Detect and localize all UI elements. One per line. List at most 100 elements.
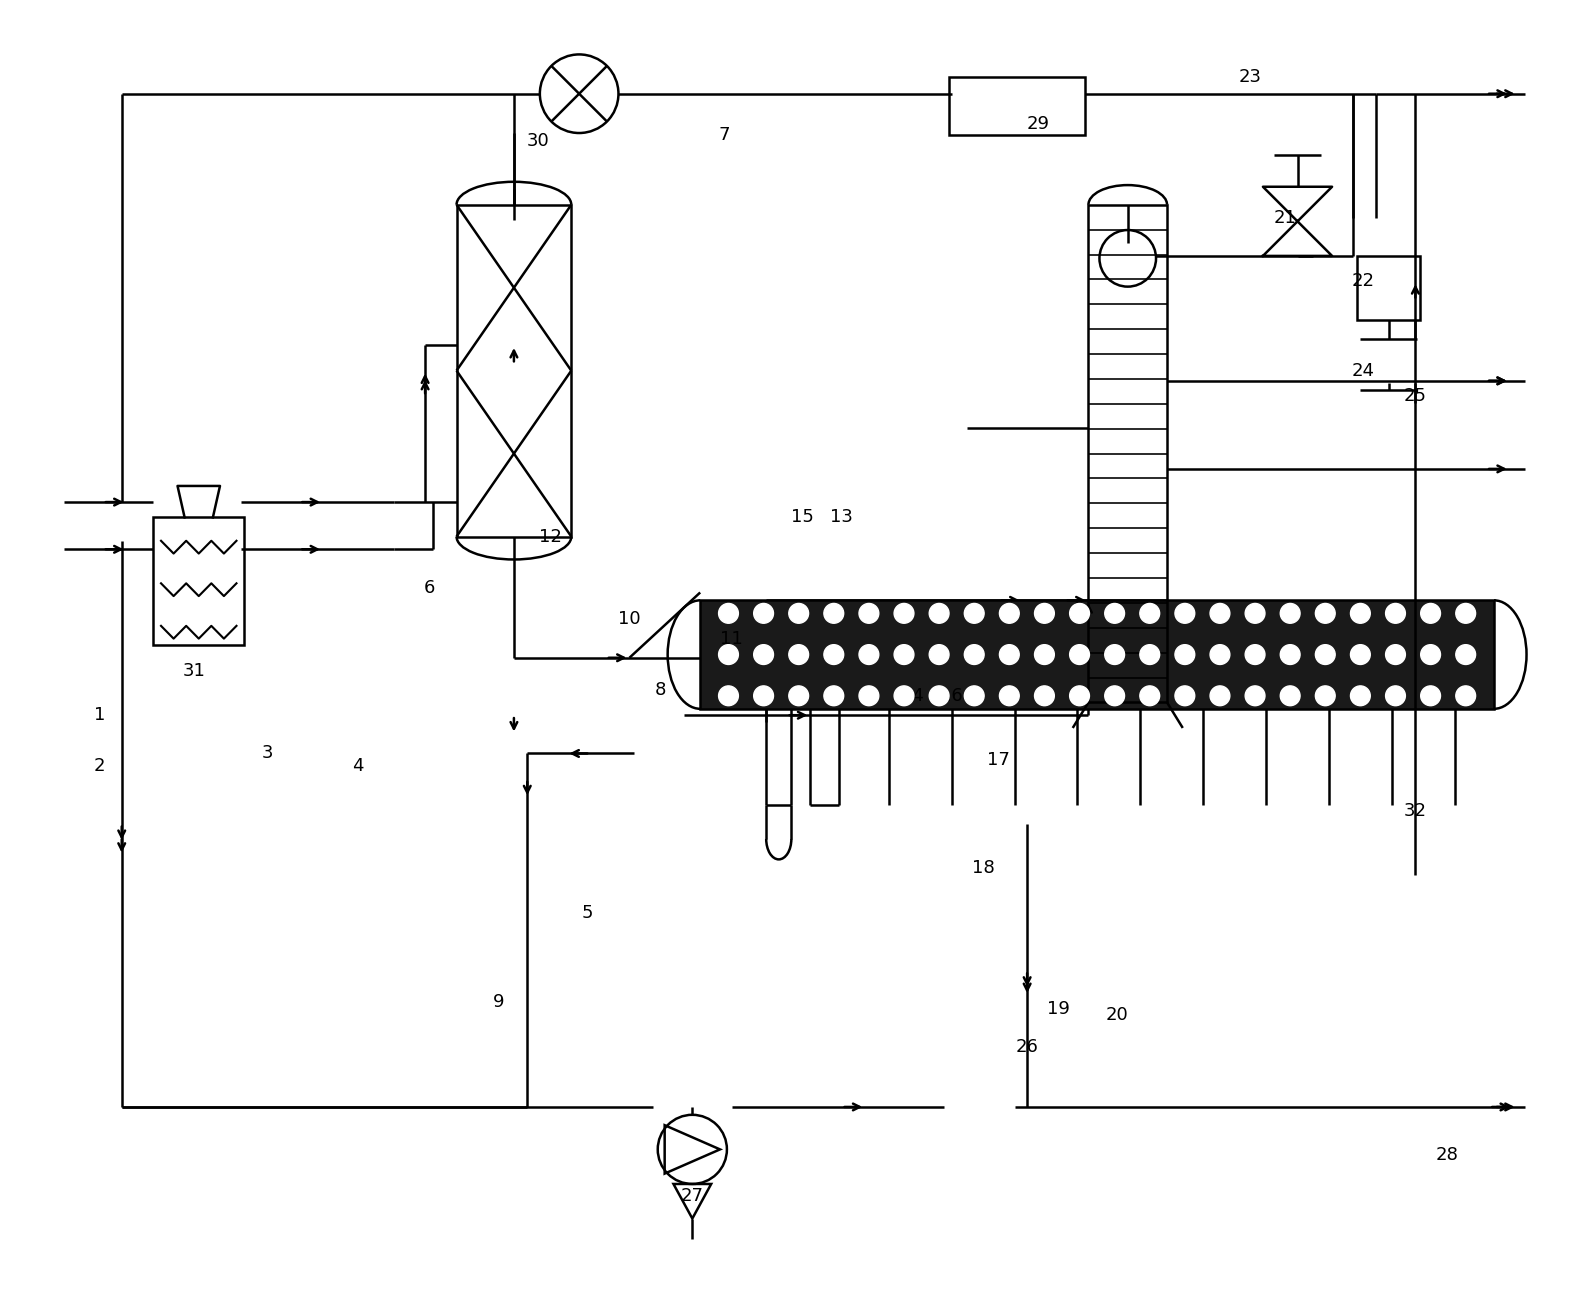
Circle shape [1034,645,1055,664]
Text: 4: 4 [351,757,364,775]
Text: 15: 15 [791,508,814,526]
Circle shape [1211,686,1230,706]
Circle shape [1281,686,1300,706]
Circle shape [718,604,739,623]
Circle shape [1211,645,1230,664]
Circle shape [1316,686,1335,706]
Text: 27: 27 [680,1187,704,1205]
Circle shape [965,604,984,623]
Circle shape [1421,604,1441,623]
Circle shape [895,604,914,623]
Circle shape [1069,604,1090,623]
Circle shape [825,645,844,664]
Text: 20: 20 [1106,1006,1128,1024]
Circle shape [1139,686,1160,706]
Circle shape [825,604,844,623]
Circle shape [753,645,774,664]
Text: 2: 2 [94,757,105,775]
Text: 30: 30 [528,132,550,150]
Text: 17: 17 [987,751,1011,769]
Text: 10: 10 [618,610,640,628]
Circle shape [999,645,1019,664]
Bar [701,600,1494,708]
Text: 5: 5 [582,904,593,922]
Circle shape [1104,604,1125,623]
Text: 9: 9 [493,993,505,1011]
Text: 6: 6 [424,579,435,596]
Circle shape [999,604,1019,623]
Circle shape [1281,645,1300,664]
Circle shape [930,686,949,706]
Text: 8: 8 [655,681,666,699]
Circle shape [1386,686,1405,706]
Circle shape [1456,604,1476,623]
Circle shape [788,645,809,664]
Text: 23: 23 [1239,68,1262,86]
Circle shape [1246,604,1265,623]
Circle shape [860,604,879,623]
Text: 25: 25 [1405,387,1427,405]
Circle shape [895,686,914,706]
Circle shape [1104,686,1125,706]
Circle shape [1139,604,1160,623]
Circle shape [1034,604,1055,623]
Circle shape [788,686,809,706]
Circle shape [1174,686,1195,706]
Text: 29: 29 [1026,115,1050,133]
Circle shape [1316,604,1335,623]
Text: 13: 13 [829,508,853,526]
Circle shape [1386,645,1405,664]
Circle shape [1246,645,1265,664]
Text: 3: 3 [262,744,273,762]
Text: 11: 11 [720,630,744,648]
Circle shape [1351,686,1370,706]
Text: 12: 12 [539,528,563,546]
Text: 7: 7 [718,125,729,143]
Circle shape [1211,604,1230,623]
Text: 21: 21 [1273,209,1297,227]
Text: 19: 19 [1047,1000,1069,1018]
Circle shape [1281,604,1300,623]
Circle shape [1456,645,1476,664]
Circle shape [788,604,809,623]
Circle shape [1351,604,1370,623]
Text: 26: 26 [1015,1038,1039,1057]
Circle shape [999,686,1019,706]
Circle shape [1104,645,1125,664]
Circle shape [1386,604,1405,623]
Circle shape [753,604,774,623]
Circle shape [1421,645,1441,664]
Circle shape [930,645,949,664]
Circle shape [1069,645,1090,664]
Circle shape [1034,686,1055,706]
Circle shape [965,686,984,706]
Circle shape [825,686,844,706]
Circle shape [1421,686,1441,706]
Text: 14: 14 [901,688,923,706]
Circle shape [965,645,984,664]
Circle shape [860,686,879,706]
Bar [456,205,572,537]
Circle shape [1069,686,1090,706]
Text: 31: 31 [183,662,205,680]
Circle shape [718,686,739,706]
Circle shape [753,686,774,706]
Bar [153,517,245,645]
Circle shape [1456,686,1476,706]
Text: 22: 22 [1352,272,1374,290]
Circle shape [1351,645,1370,664]
Text: 32: 32 [1405,802,1427,820]
Text: 24: 24 [1352,361,1374,379]
Circle shape [1174,645,1195,664]
Circle shape [718,645,739,664]
Text: 16: 16 [941,688,963,706]
Bar [949,77,1085,134]
Bar [1357,255,1421,320]
Text: 28: 28 [1435,1147,1459,1165]
Text: 1: 1 [94,706,105,724]
Bar [1088,205,1166,703]
Circle shape [930,604,949,623]
Circle shape [895,645,914,664]
Circle shape [1316,645,1335,664]
Circle shape [1246,686,1265,706]
